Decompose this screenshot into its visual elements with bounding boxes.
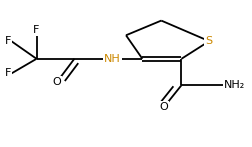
- Text: F: F: [33, 25, 40, 35]
- Text: F: F: [5, 69, 11, 78]
- Text: O: O: [160, 102, 168, 112]
- Text: NH: NH: [104, 54, 120, 64]
- Text: S: S: [206, 36, 213, 46]
- Text: O: O: [52, 77, 61, 87]
- Text: NH₂: NH₂: [224, 80, 245, 90]
- Text: F: F: [5, 36, 11, 46]
